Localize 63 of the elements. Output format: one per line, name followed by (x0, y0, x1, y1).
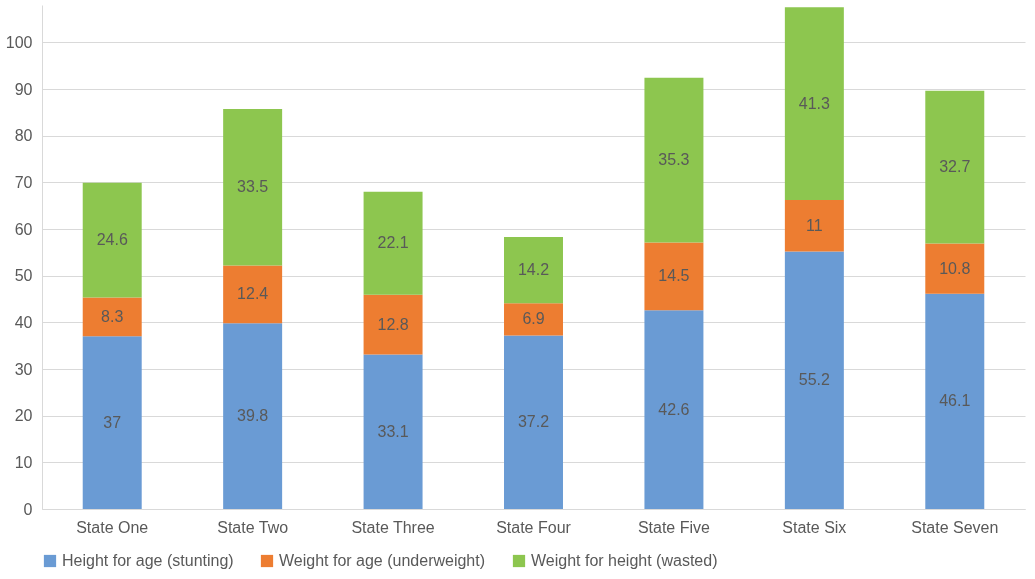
legend-label: Weight for height (wasted) (531, 552, 718, 569)
data-label: 10.8 (939, 259, 971, 277)
y-tick-label: 20 (14, 407, 33, 425)
y-tick-label: 70 (14, 173, 33, 191)
data-label: 12.8 (377, 315, 409, 333)
data-label: 37.2 (517, 413, 550, 431)
data-label: 6.9 (522, 310, 545, 328)
bar (504, 303, 563, 336)
bar (82, 297, 142, 337)
bar (925, 293, 985, 509)
bar (363, 191, 423, 295)
data-label: 42.6 (658, 400, 690, 418)
data-label: 41.3 (798, 94, 831, 112)
data-label: 32.7 (939, 158, 971, 176)
data-label: 55.2 (798, 371, 831, 389)
data-label: 11 (806, 216, 823, 234)
y-tick-label: 80 (14, 127, 33, 145)
x-tick-label: State Two (217, 518, 289, 536)
bar (925, 90, 985, 244)
y-tick-label: 100 (5, 33, 33, 51)
data-label: 12.4 (237, 285, 269, 303)
bar (784, 200, 844, 252)
legend-label: Height for age (stunting) (62, 552, 234, 569)
legend-label: Weight for age (underweight) (279, 552, 486, 569)
y-tick-label: 30 (14, 360, 33, 378)
data-label: 8.3 (101, 307, 124, 325)
y-tick-label: 0 (23, 500, 33, 518)
y-tick-label: 10 (14, 453, 33, 471)
x-tick-label: State Seven (911, 518, 999, 536)
data-label: 33.5 (237, 178, 269, 196)
bar (925, 243, 985, 294)
bar (784, 251, 844, 509)
bar (223, 265, 283, 324)
bar (644, 77, 704, 243)
bar (644, 242, 704, 311)
data-label: 39.8 (237, 407, 269, 425)
bar (504, 236, 563, 304)
x-tick-label: State One (76, 518, 149, 536)
bar (644, 310, 704, 509)
y-tick-label: 90 (14, 80, 33, 98)
data-label: 46.1 (939, 392, 971, 410)
bar (504, 335, 563, 509)
data-label: 35.3 (658, 151, 690, 169)
data-label: 14.5 (658, 267, 690, 285)
x-tick-label: State Five (637, 518, 711, 536)
x-tick-label: State Four (496, 518, 572, 536)
x-tick-label: State Six (782, 518, 847, 536)
bar (363, 354, 423, 509)
data-label: 14.2 (517, 261, 550, 279)
bar (363, 294, 423, 355)
bar (82, 182, 142, 298)
data-label: 37 (103, 413, 122, 431)
y-tick-label: 50 (14, 267, 33, 285)
bar (223, 109, 283, 266)
data-label: 24.6 (96, 231, 128, 249)
data-label: 33.1 (377, 422, 409, 440)
y-tick-label: 60 (14, 220, 33, 238)
bar (784, 7, 844, 201)
bar (82, 336, 142, 509)
data-label: 22.1 (377, 234, 409, 252)
bar (223, 323, 283, 509)
y-tick-label: 40 (14, 313, 33, 331)
x-tick-label: State Three (351, 518, 435, 536)
